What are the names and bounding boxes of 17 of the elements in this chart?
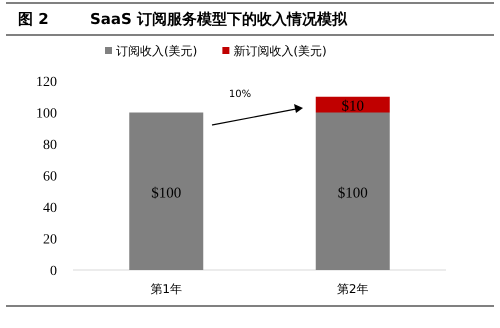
y-tick-label: 60 — [43, 170, 57, 184]
x-tick-label: 第1年 — [150, 282, 182, 296]
annotation: 10% — [228, 89, 252, 100]
data-label: $100 — [338, 185, 368, 202]
y-tick-label: 20 — [43, 232, 57, 248]
y-tick-label: 40 — [43, 201, 57, 216]
y-tick-label: 80 — [43, 138, 57, 153]
legend-label: 新订阅收入(美元) — [233, 44, 327, 58]
caption: 图 2 — [18, 10, 49, 28]
y-tick-label: 100 — [36, 106, 57, 122]
data-label: $100 — [151, 185, 182, 202]
chart-title: SaaS 订阅服务模型下的收入情况模拟 — [90, 10, 348, 28]
y-tick-label: 120 — [36, 75, 57, 90]
y-tick-label: 0 — [50, 264, 57, 279]
data-label: $10 — [342, 98, 364, 115]
x-tick-label: 第2年 — [336, 282, 369, 296]
legend-label: 订阅收入(美元) — [116, 44, 198, 58]
